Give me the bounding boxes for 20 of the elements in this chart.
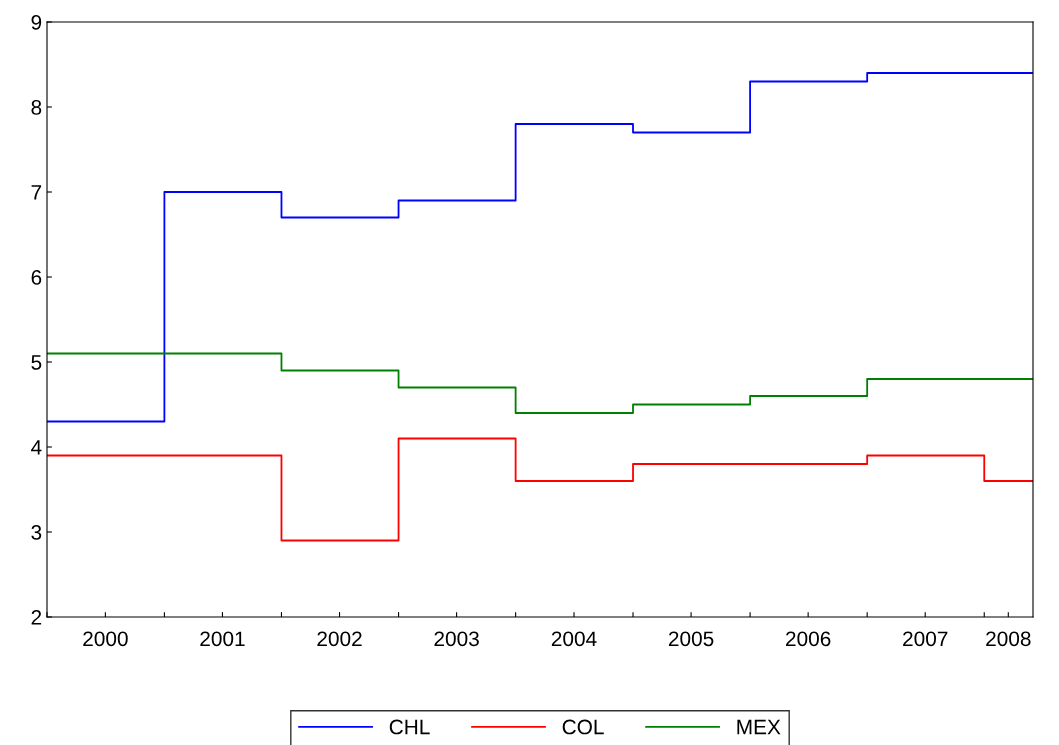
y-tick-label: 4 — [31, 440, 42, 455]
x-tick-label: 2005 — [668, 631, 714, 647]
legend-label: COL — [562, 719, 604, 735]
x-tick-label: 2008 — [986, 631, 1031, 647]
y-tick-label: 2 — [31, 610, 42, 625]
y-tick-label: 5 — [31, 355, 42, 370]
x-tick-label: 2006 — [786, 631, 831, 647]
y-tick-label: 8 — [31, 100, 42, 115]
y-tick-label: 3 — [31, 525, 42, 540]
x-tick-label: 2004 — [551, 631, 597, 647]
x-tick-label: 2007 — [903, 631, 948, 647]
x-tick-label: 2002 — [317, 631, 362, 647]
x-tick-label: 2000 — [83, 631, 128, 647]
y-tick-label: 6 — [31, 270, 42, 285]
legend-label: CHL — [389, 719, 430, 735]
legend-label: MEX — [737, 719, 781, 735]
x-tick-label: 2001 — [200, 631, 245, 647]
y-tick-label: 9 — [31, 15, 42, 30]
x-tick-label: 2003 — [434, 631, 479, 647]
y-tick-label: 7 — [31, 185, 42, 200]
